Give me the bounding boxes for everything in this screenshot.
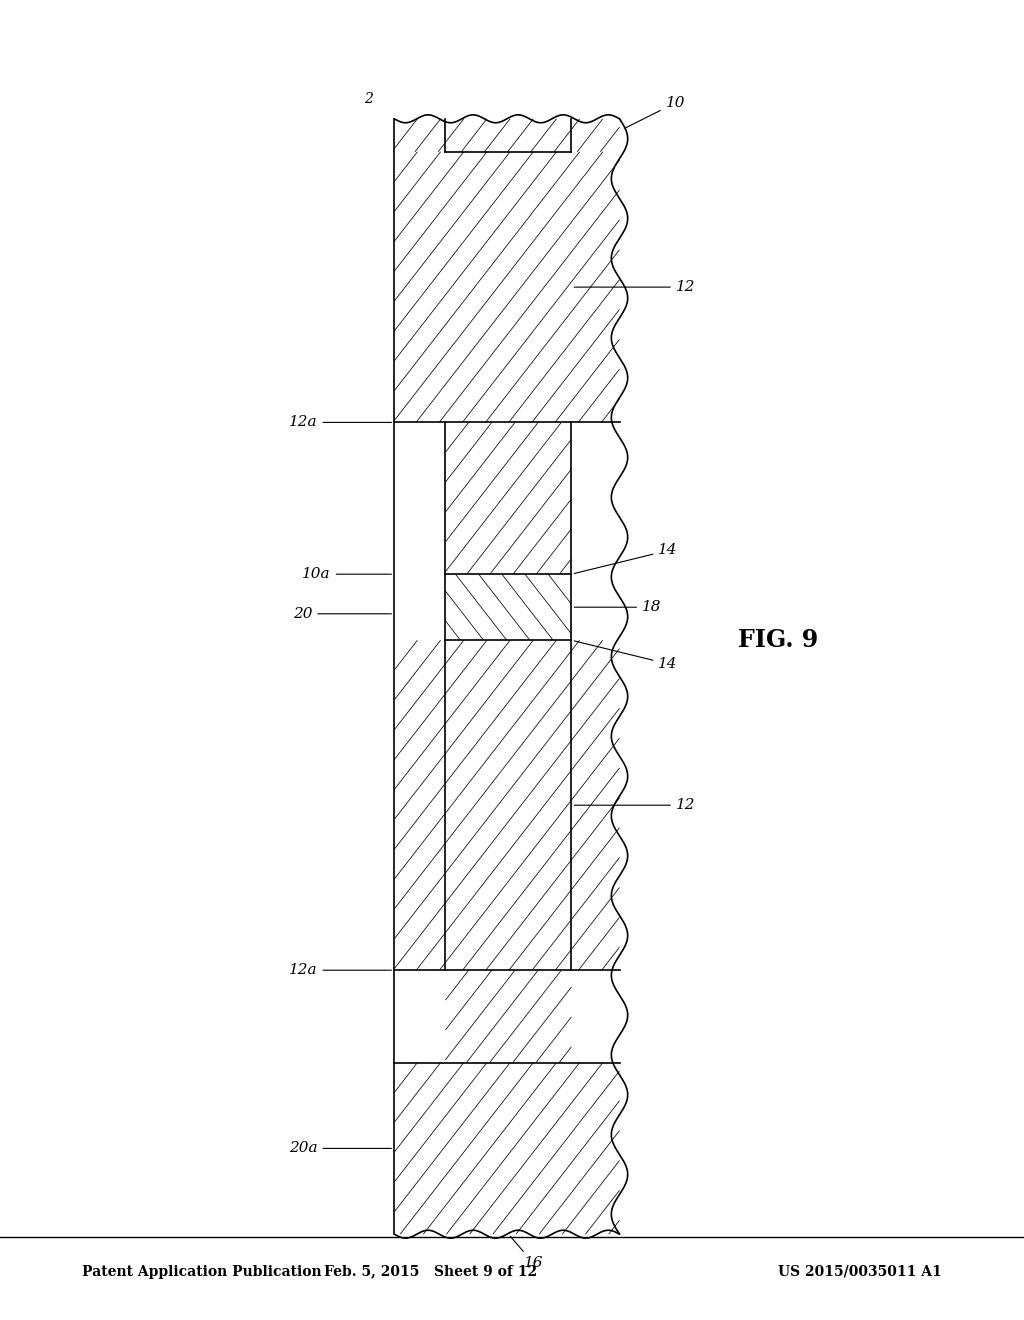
Text: 12: 12 bbox=[574, 280, 695, 294]
Text: US 2015/0035011 A1: US 2015/0035011 A1 bbox=[778, 1265, 942, 1279]
Text: Patent Application Publication: Patent Application Publication bbox=[82, 1265, 322, 1279]
Text: 12a: 12a bbox=[289, 964, 391, 977]
Text: 14: 14 bbox=[574, 642, 678, 671]
Text: 16: 16 bbox=[510, 1237, 544, 1270]
Text: 2: 2 bbox=[365, 92, 373, 106]
Text: 18: 18 bbox=[574, 601, 662, 614]
Text: 12a: 12a bbox=[289, 416, 391, 429]
Text: 12: 12 bbox=[574, 799, 695, 812]
Text: 20: 20 bbox=[293, 607, 391, 620]
Text: Feb. 5, 2015   Sheet 9 of 12: Feb. 5, 2015 Sheet 9 of 12 bbox=[324, 1265, 537, 1279]
Text: 14: 14 bbox=[574, 544, 678, 573]
Text: FIG. 9: FIG. 9 bbox=[738, 628, 818, 652]
Text: 10: 10 bbox=[625, 96, 685, 128]
Text: 10a: 10a bbox=[302, 568, 391, 581]
Text: 20a: 20a bbox=[289, 1142, 391, 1155]
